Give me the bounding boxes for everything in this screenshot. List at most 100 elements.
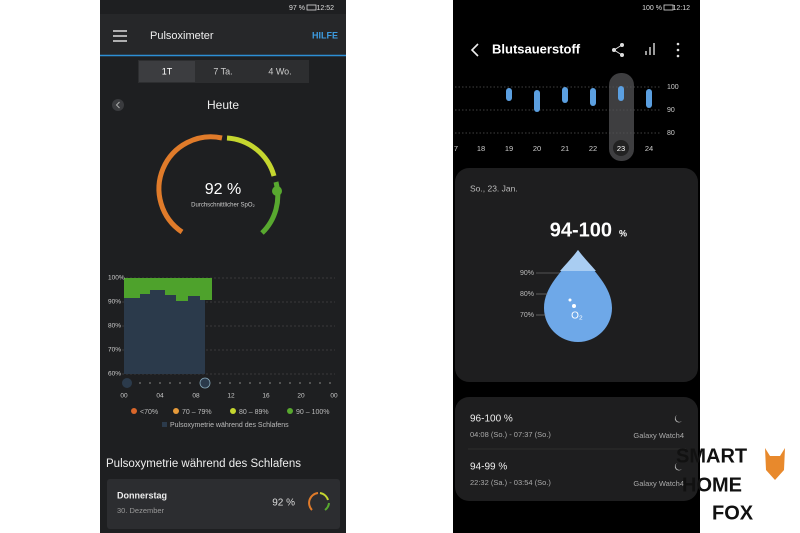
legend-dot (287, 408, 293, 414)
watermark: FOX (712, 502, 754, 524)
legend-label: 70 – 79% (182, 409, 212, 416)
share-button[interactable] (612, 43, 624, 57)
tab[interactable]: 4 Wo. (268, 66, 291, 76)
x-label: 20 (297, 393, 305, 400)
detail-range: 94-100 (550, 219, 612, 241)
legend-dot (230, 408, 236, 414)
drop-lines (536, 272, 560, 316)
sleep-area (124, 285, 205, 374)
more-button[interactable] (676, 42, 680, 58)
screen-title: Blutsauerstoff (492, 41, 581, 56)
y-label: 80 (667, 130, 675, 137)
prev-day[interactable] (112, 99, 124, 111)
drop-top (560, 250, 596, 271)
battery: 97 % (289, 5, 305, 12)
card-day: Donnerstag (117, 490, 167, 500)
app-title: Pulsoximeter (150, 30, 214, 42)
detail-unit: % (619, 228, 627, 238)
tab-selected (139, 61, 195, 82)
strip-bars (506, 86, 652, 112)
selected-day-badge (613, 140, 629, 156)
legend-label: 90 – 100% (296, 409, 329, 416)
card-date: 30. Dezember (117, 506, 165, 515)
legend-label: 80 – 89% (239, 409, 269, 416)
record-time: 04:08 (So.) - 07:37 (So.) (470, 430, 551, 439)
drop (544, 250, 612, 342)
watermark: SMART (676, 445, 747, 467)
sleep-start-icon (122, 378, 132, 388)
x-label: 19 (505, 144, 513, 153)
battery-icon (663, 4, 674, 11)
legend-note: Pulsoxymetrie während des Schlafens (170, 422, 289, 429)
legend-label: <70% (140, 409, 158, 416)
left-screen (100, 0, 346, 533)
record-device: Galaxy Watch4 (633, 479, 684, 488)
day-card[interactable] (107, 479, 340, 529)
help-button[interactable]: HILFE (312, 30, 338, 40)
drop-label: 70% (520, 312, 534, 319)
legend-swatch (162, 422, 167, 427)
time: 12:12 (672, 5, 690, 12)
y-label: 70% (108, 347, 121, 354)
chart-grid (122, 277, 335, 375)
x-label: 00 (330, 393, 338, 400)
prev-arrow (115, 101, 120, 109)
bubbles (568, 298, 576, 308)
x-label: 20 (533, 144, 541, 153)
o2-symbol: O₂ (571, 311, 583, 322)
record-time: 22:32 (Sa.) - 03:54 (So.) (470, 478, 551, 487)
menu-icon[interactable] (113, 30, 127, 42)
x-label: 00 (120, 393, 128, 400)
x-label: 22 (589, 144, 597, 153)
axis-dots (139, 382, 331, 384)
drop-label: 80% (520, 291, 534, 298)
moon-icon (674, 463, 682, 471)
x-label: 16 (262, 393, 270, 400)
x-label: 04 (156, 393, 164, 400)
x-label: 7 (454, 144, 458, 153)
app-bar (100, 14, 346, 55)
back-button[interactable] (470, 43, 479, 57)
strip-grid (455, 86, 660, 134)
time: 12:52 (316, 5, 334, 12)
y-label: 100 (667, 84, 679, 91)
day-label: Heute (207, 98, 239, 112)
x-label: 08 (192, 393, 200, 400)
card-value: 92 % (272, 498, 295, 509)
detail-date: So., 23. Jan. (470, 183, 518, 193)
x-label: 24 (645, 144, 653, 153)
card-gauge (308, 492, 330, 511)
x-label: 18 (477, 144, 485, 153)
record-device: Galaxy Watch4 (633, 431, 684, 440)
battery-icon (306, 4, 317, 11)
section-title: Pulsoxymetrie während des Schlafens (106, 458, 301, 470)
tab[interactable]: 7 Ta. (213, 66, 232, 76)
watermark: HOME (682, 474, 742, 496)
gauge-label: Durchschnittlicher SpO₂ (191, 203, 255, 209)
fox-icon (765, 448, 785, 480)
alarm-icon (199, 377, 211, 389)
y-label: 100% (108, 275, 125, 282)
stats-button[interactable] (645, 43, 655, 55)
y-label: 90 (667, 107, 675, 114)
y-label: 60% (108, 371, 121, 378)
x-label: 23 (617, 144, 625, 153)
x-label: 12 (227, 393, 235, 400)
record-range: 94-99 % (470, 462, 507, 473)
moon-icon (674, 415, 682, 423)
legend-dot (131, 408, 137, 414)
y-label: 90% (108, 299, 121, 306)
x-label: 21 (561, 144, 569, 153)
selected-day[interactable] (609, 73, 634, 161)
gauge-value: 92 % (205, 181, 241, 198)
record-range: 96-100 % (470, 414, 513, 425)
y-label: 80% (108, 323, 121, 330)
legend-dot (173, 408, 179, 414)
spo2-bars (124, 278, 212, 301)
tab[interactable]: 1T (162, 66, 173, 76)
drop-label: 90% (520, 270, 534, 277)
battery: 100 % (642, 5, 662, 12)
gauge-dot (272, 186, 282, 196)
